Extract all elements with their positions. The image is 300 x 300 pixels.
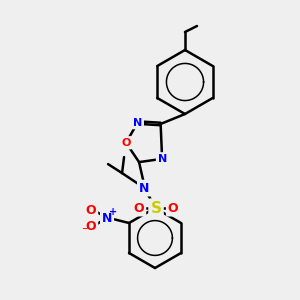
Text: ⁻: ⁻ — [81, 226, 87, 238]
Text: N: N — [102, 212, 112, 224]
Text: O: O — [86, 203, 96, 217]
Text: O: O — [86, 220, 96, 232]
Text: N: N — [139, 182, 149, 195]
Text: N: N — [133, 118, 142, 128]
Text: O: O — [134, 202, 144, 214]
Text: O: O — [121, 138, 131, 148]
Text: S: S — [151, 201, 162, 216]
Text: +: + — [109, 207, 117, 217]
Text: N: N — [158, 154, 167, 164]
Text: O: O — [168, 202, 178, 214]
